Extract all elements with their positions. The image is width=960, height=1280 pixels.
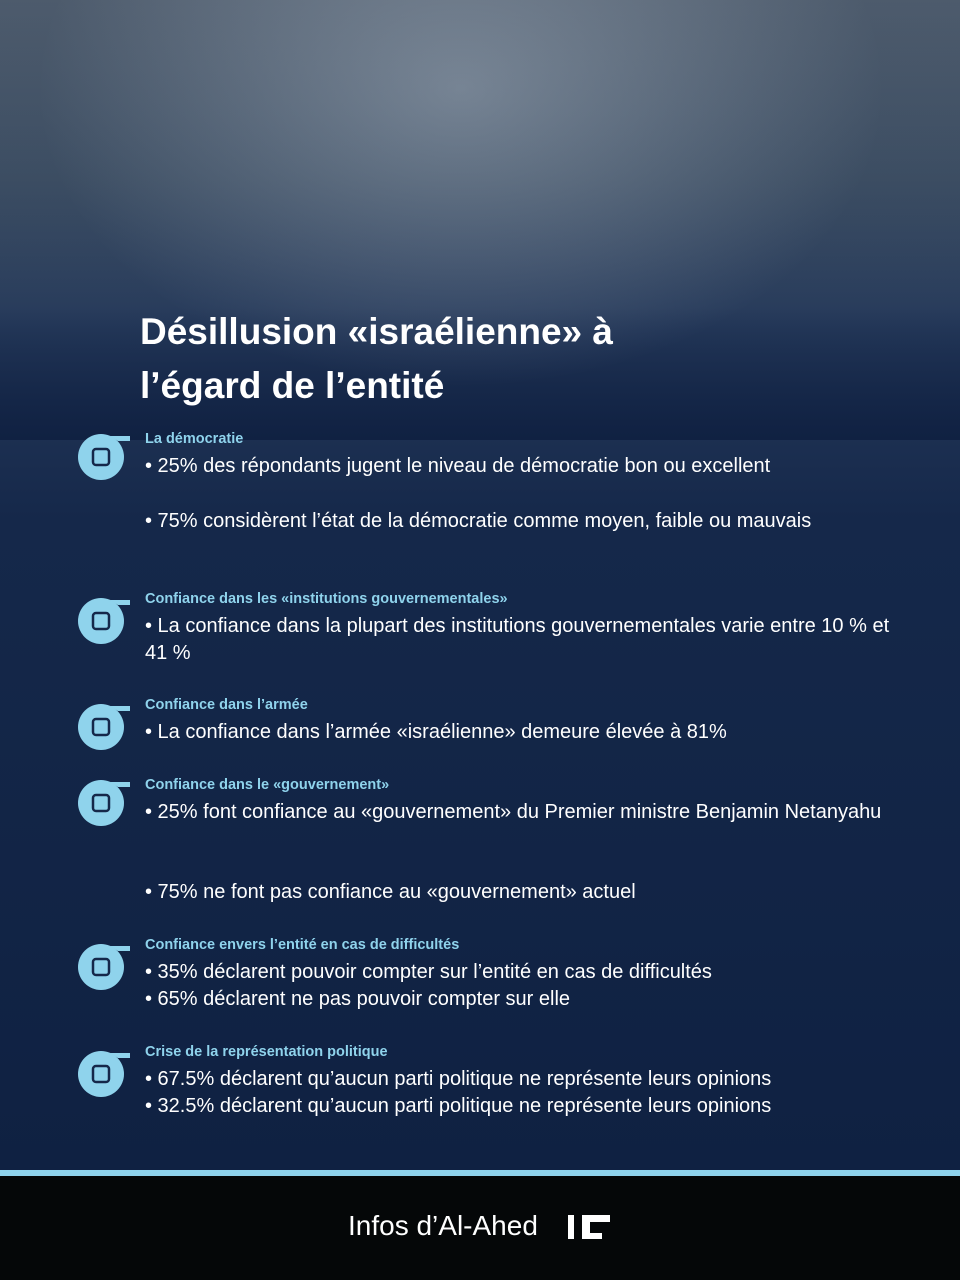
section-icon <box>78 598 130 644</box>
bullet: • 67.5% déclarent qu’aucun parti politiq… <box>145 1068 772 1090</box>
title-line: l’égard de l’entité <box>140 365 445 406</box>
bullet: • 32.5% déclarent qu’aucun parti politiq… <box>145 1095 772 1117</box>
icon-glyph <box>91 447 111 467</box>
icon-tail <box>110 946 130 951</box>
logo-shape <box>582 1215 610 1239</box>
bullet: • La confiance dans l’armée «israélienne… <box>145 721 727 743</box>
section-heading: Confiance dans le «gouvernement» <box>145 777 390 793</box>
icon-circle <box>78 704 124 750</box>
section-heading: Confiance dans l’armée <box>145 697 308 713</box>
icon-glyph <box>91 611 111 631</box>
brand: Infos d’Al-Ahed <box>348 1210 538 1241</box>
background-photo <box>0 0 960 440</box>
section-icon <box>78 1051 130 1097</box>
icon-circle <box>78 780 124 826</box>
icon-tail <box>110 600 130 605</box>
bullet: • La confiance dans la plupart des insti… <box>145 615 890 664</box>
title: Désillusion «israélienne» à l’égard de l… <box>140 305 900 413</box>
icon-tail <box>110 436 130 441</box>
section-icon <box>78 944 130 990</box>
bullet: • 65% déclarent ne pas pouvoir compter s… <box>145 988 571 1010</box>
section-heading: Confiance dans les «institutions gouvern… <box>145 591 508 607</box>
icon-circle <box>78 598 124 644</box>
bullet: • 25% font confiance au «gouvernement» d… <box>145 801 882 823</box>
icon-glyph <box>91 957 111 977</box>
section-heading: Confiance envers l’entité en cas de diff… <box>145 937 460 953</box>
section-icon <box>78 434 130 480</box>
icon-circle <box>78 944 124 990</box>
icon-glyph <box>91 1064 111 1084</box>
icon-glyph <box>91 793 111 813</box>
icon-circle <box>78 1051 124 1097</box>
section-icon <box>78 780 130 826</box>
section-heading: La démocratie <box>145 431 244 447</box>
icon-tail <box>110 706 130 711</box>
footer-rule <box>0 1170 960 1176</box>
bullet: • 25% des répondants jugent le niveau de… <box>145 455 771 477</box>
bullet: • 35% déclarent pouvoir compter sur l’en… <box>145 961 712 983</box>
bullet: • 75% considèrent l’état de la démocrati… <box>145 510 812 532</box>
title-line: Désillusion «israélienne» à <box>140 311 613 352</box>
logo-bar <box>568 1215 574 1239</box>
icon-tail <box>110 782 130 787</box>
logo <box>568 1215 610 1239</box>
bullet: • 75% ne font pas confiance au «gouverne… <box>145 881 636 903</box>
footer <box>0 1176 960 1280</box>
icon-circle <box>78 434 124 480</box>
icon-tail <box>110 1053 130 1058</box>
icon-glyph <box>91 717 111 737</box>
section-heading: Crise de la représentation politique <box>145 1044 388 1060</box>
section-icon <box>78 704 130 750</box>
